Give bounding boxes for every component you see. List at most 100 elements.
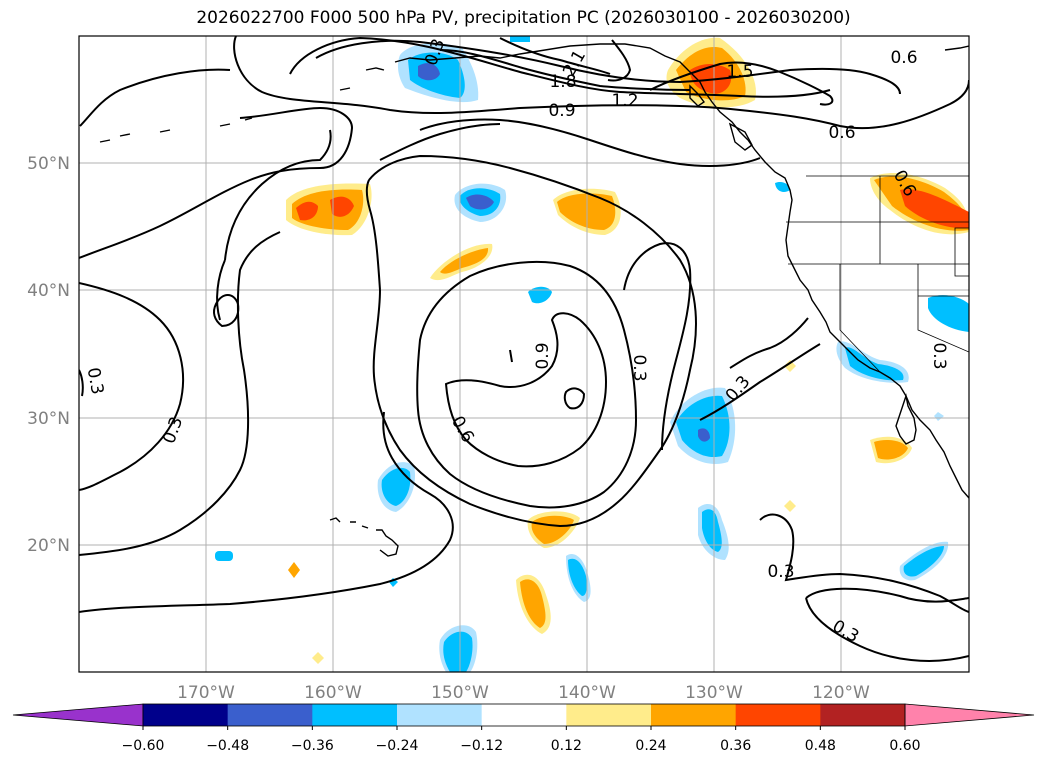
- precip-blob: [934, 412, 944, 421]
- pv-contour: [699, 343, 821, 421]
- colorbar-outline: [142, 703, 906, 727]
- precip-blob: [443, 631, 473, 672]
- pv-contour: [499, 37, 611, 75]
- precip-blob: [845, 347, 904, 381]
- pv-contour: [379, 123, 501, 161]
- pv-contour: [416, 260, 638, 509]
- contour-label: 0.3: [629, 354, 649, 381]
- pv-contour: [79, 282, 184, 491]
- border-state: [954, 227, 969, 277]
- pv-contour: [233, 36, 969, 130]
- pv-contour: [563, 387, 586, 410]
- precip-blob: [510, 36, 530, 42]
- precip-blob: [784, 360, 796, 372]
- contour-label: 0.3: [767, 562, 794, 582]
- chart-title: 2026022700 F000 500 hPa PV, precipitatio…: [196, 8, 851, 28]
- precip-blob: [698, 428, 710, 442]
- lon-label: 160°W: [304, 683, 362, 703]
- land-mainland-se: [944, 45, 969, 51]
- precip-blob: [381, 467, 411, 506]
- colorbar-segment: [143, 704, 229, 726]
- precip-shading: [215, 36, 969, 672]
- pv-contour: [79, 68, 231, 127]
- island-vancouver: [728, 122, 753, 151]
- precip-blob: [528, 286, 552, 304]
- lon-label: 140°W: [558, 683, 616, 703]
- border-state: [917, 264, 969, 353]
- pv-contour: [224, 129, 332, 261]
- contour-label: 0.9: [548, 101, 575, 121]
- pv-contour: [315, 39, 901, 95]
- precip-blob: [557, 193, 616, 230]
- colorbar-segment: [227, 704, 313, 726]
- lat-label: 40°N: [27, 281, 70, 301]
- pv-contour: [79, 369, 84, 397]
- precip-blob: [531, 515, 574, 544]
- lat-label: 20°N: [27, 536, 70, 556]
- colorbar-tick-label: 0.24: [635, 738, 666, 754]
- colorbar-segment: [735, 704, 821, 726]
- coastline-bc: [747, 139, 969, 499]
- contour-label: 0.6: [828, 123, 855, 143]
- lon-label: 150°W: [431, 683, 489, 703]
- pv-contour: [419, 118, 761, 167]
- pv-contours: [79, 36, 969, 662]
- lat-axis-labels: 50°N 40°N 30°N 20°N: [27, 154, 70, 556]
- precip-blob: [903, 546, 944, 577]
- border-state: [839, 264, 881, 373]
- lat-label: 50°N: [27, 154, 70, 174]
- colorbar: −0.60 −0.48 −0.36 −0.24 −0.12 0.12 0.24 0.36 0.4…: [12, 703, 1035, 754]
- colorbar-tick-label: −0.24: [376, 738, 419, 754]
- pv-contour: [759, 513, 969, 613]
- grid: [79, 36, 969, 672]
- precip-blob: [312, 652, 324, 664]
- pv-contour: [444, 312, 608, 468]
- pv-contour: [509, 349, 513, 363]
- pv-contour: [439, 49, 691, 91]
- contour-label: 1.8: [549, 72, 576, 92]
- pv-contour: [805, 597, 969, 662]
- precip-blob: [775, 181, 790, 192]
- colorbar-tick-label: −0.60: [122, 738, 165, 754]
- colorbar-tick-label: 0.12: [551, 738, 582, 754]
- precip-blob: [874, 440, 908, 460]
- precip-blob: [215, 551, 233, 561]
- lat-label: 30°N: [27, 409, 70, 429]
- pv-contour: [623, 242, 692, 451]
- lon-axis-labels: 170°W 160°W 150°W 140°W 130°W 120°W: [177, 683, 870, 703]
- island-hawaii: [329, 517, 399, 557]
- pv-contour: [649, 61, 834, 106]
- precip-blob: [466, 194, 494, 210]
- coastline-baja: [895, 393, 917, 445]
- precip-blob: [784, 500, 796, 512]
- pv-contour: [365, 179, 381, 291]
- precip-blob: [440, 248, 489, 274]
- contour-label: 0.3: [83, 366, 107, 396]
- colorbar-tick-label: 0.36: [720, 738, 751, 754]
- pv-contour: [213, 294, 240, 328]
- precip-blob: [288, 562, 300, 578]
- state-borders: [786, 175, 969, 373]
- pv-contour: [216, 259, 226, 321]
- pv-contour: [289, 36, 831, 98]
- pv-contour: [805, 587, 969, 603]
- contour-label: 1.2: [611, 91, 638, 111]
- pv-contour: [607, 39, 632, 82]
- colorbar-segment: [312, 704, 398, 726]
- contour-label: 1.5: [726, 62, 753, 82]
- contour-label: 0.3: [929, 342, 949, 369]
- contour-label: 0.6: [890, 48, 917, 68]
- precip-blob: [418, 63, 440, 81]
- pv-contour: [729, 317, 809, 369]
- precip-blob: [900, 189, 969, 229]
- lon-label: 130°W: [685, 683, 743, 703]
- colorbar-extend-right: [904, 703, 1035, 727]
- colorbar-tick-label: −0.48: [206, 738, 249, 754]
- colorbar-segment: [651, 704, 737, 726]
- precip-blob: [520, 579, 546, 628]
- colorbar-segment: [481, 704, 567, 726]
- colorbar-segment: [820, 704, 906, 726]
- colorbar-segment: [397, 704, 483, 726]
- lon-label: 170°W: [177, 683, 235, 703]
